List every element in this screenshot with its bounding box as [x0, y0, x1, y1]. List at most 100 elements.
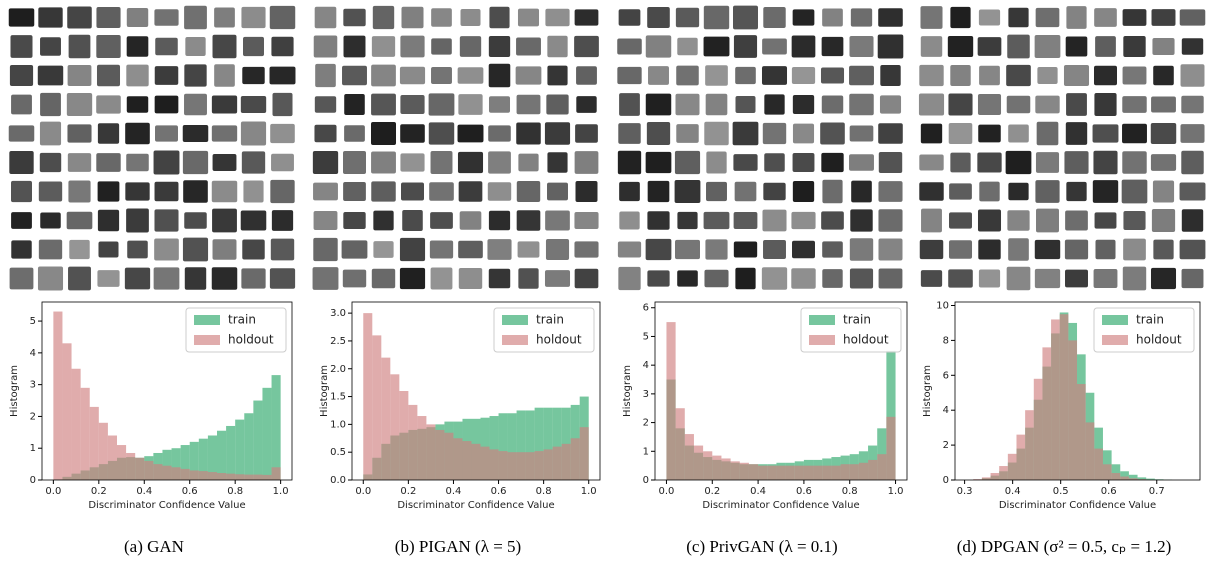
x-tick-label: 0.2: [400, 486, 416, 497]
y-tick-label: 2: [643, 418, 649, 429]
thumbnail: [979, 181, 1000, 202]
thumbnail: [617, 38, 642, 55]
caption: (b) PIGAN (λ = 5): [395, 537, 521, 556]
thumbnail: [344, 93, 365, 116]
bar: [813, 465, 823, 480]
thumbnail: [574, 268, 599, 289]
thumbnail: [821, 211, 844, 230]
caption: (d) DPGAN (σ² = 0.5, cₚ = 1.2): [957, 537, 1171, 556]
thumbnail: [488, 63, 511, 88]
thumbnail: [269, 5, 296, 30]
plot-frame: [654, 301, 908, 481]
thumbnail: [125, 122, 150, 145]
thumbnail: [762, 38, 787, 55]
bar: [180, 445, 190, 480]
thumbnail: [1006, 64, 1031, 87]
thumbnail: [1034, 34, 1061, 59]
bar: [262, 387, 272, 480]
thumbnail: [1150, 122, 1177, 145]
thumbnail: [645, 151, 672, 174]
bar: [1128, 478, 1138, 480]
thumbnail: [8, 125, 35, 142]
thumbnail: [820, 122, 845, 145]
thumbnail: [313, 237, 338, 262]
thumbnail: [647, 180, 670, 203]
bar: [1007, 453, 1017, 480]
thumbnail: [1008, 124, 1029, 143]
bar: [217, 473, 227, 480]
thumbnail: [9, 150, 34, 175]
thumbnail: [312, 267, 339, 290]
thumbnail: [792, 9, 815, 26]
thumbnail: [240, 121, 267, 146]
thumbnail: [1093, 150, 1118, 175]
thumbnail: [184, 212, 207, 229]
thumbnail: [125, 182, 150, 201]
x-tick-label: 0.6: [182, 486, 198, 497]
x-tick-label: 0.0: [659, 486, 675, 497]
thumbnail: [1179, 239, 1206, 260]
y-tick-label: 3.0: [330, 308, 346, 319]
thumbnail: [1153, 65, 1174, 86]
y-tick-label: 1.0: [330, 419, 346, 430]
bar: [561, 443, 571, 480]
thumbnail: [459, 36, 482, 57]
thumbnail: [647, 270, 670, 287]
bar: [507, 452, 517, 480]
thumbnail: [648, 66, 669, 85]
bar: [990, 473, 1000, 480]
thumbnail: [458, 268, 483, 289]
thumbnail: [517, 241, 540, 258]
thumbnail: [1008, 7, 1029, 28]
bar: [785, 465, 795, 480]
thumbnail: [37, 266, 64, 291]
thumbnail: [732, 121, 759, 146]
thumbnail: [184, 267, 207, 290]
thumbnail: [1007, 210, 1030, 231]
thumbnail: [763, 239, 786, 260]
bar: [886, 416, 896, 480]
thumbnail: [96, 34, 121, 59]
thumbnail: [399, 237, 426, 262]
thumbnail: [619, 93, 640, 116]
thumbnail: [67, 6, 92, 29]
thumbnail: [1006, 266, 1031, 291]
thumbnail: [849, 238, 874, 261]
bar: [858, 462, 869, 480]
thumbnail: [488, 96, 511, 113]
legend-swatch: [194, 335, 220, 345]
thumbnail: [214, 7, 235, 28]
thumbnail: [312, 151, 339, 174]
thumbnail: [545, 8, 570, 27]
thumbnail: [127, 240, 148, 259]
y-tick-label: 6: [643, 303, 649, 314]
bar: [675, 408, 685, 480]
thumbnail: [40, 37, 61, 56]
thumbnail: [212, 208, 237, 233]
caption: (c) PrivGAN (λ = 0.1): [686, 537, 837, 556]
thumbnail: [544, 270, 571, 287]
caption: (a) GAN: [124, 537, 184, 556]
thumbnail: [1121, 179, 1148, 204]
y-tick-label: 4: [943, 405, 949, 416]
thumbnail: [647, 6, 670, 29]
thumbnail: [733, 35, 758, 58]
bar: [62, 343, 72, 480]
thumbnail: [879, 95, 902, 114]
thumbnail: [1065, 122, 1088, 145]
thumbnail: [733, 154, 758, 171]
bar: [207, 472, 217, 480]
bar: [748, 464, 759, 480]
thumbnail: [1035, 180, 1060, 203]
thumbnail: [182, 150, 209, 175]
sample-grid: [617, 5, 904, 291]
thumbnail: [761, 267, 788, 290]
bar: [516, 452, 526, 480]
bar: [1085, 422, 1095, 480]
thumbnail: [1179, 9, 1206, 26]
thumbnail: [270, 179, 295, 204]
bar: [877, 454, 887, 480]
thumbnail: [341, 240, 368, 259]
y-tick-label: 0.5: [330, 447, 346, 458]
thumbnail: [949, 212, 972, 229]
